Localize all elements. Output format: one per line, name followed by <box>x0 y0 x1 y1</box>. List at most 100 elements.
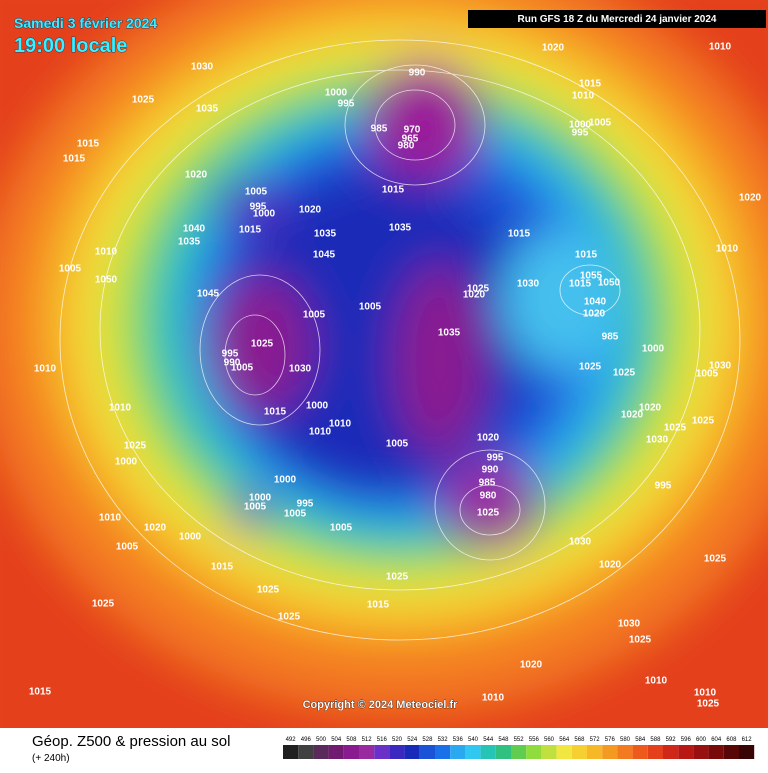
isobar-label: 1020 <box>144 523 167 534</box>
colorbar-swatch <box>389 745 405 759</box>
isobar-label: 1025 <box>278 612 301 623</box>
isobar-label: 1035 <box>389 223 412 234</box>
colorbar-swatch <box>450 745 466 759</box>
isobar-label: 995 <box>487 453 504 464</box>
isobar-label: 1010 <box>95 247 118 258</box>
isobar-label: 1040 <box>584 297 607 308</box>
isobar-label: 1035 <box>178 237 201 248</box>
isobar-label: 1010 <box>645 676 668 687</box>
colorbar-swatch <box>526 745 542 759</box>
isobar-label: 965 <box>402 134 419 145</box>
isobar-label: 1025 <box>579 362 602 373</box>
isobar-label: 980 <box>480 491 497 502</box>
colorbar-swatch <box>328 745 344 759</box>
copyright: Copyright © 2024 Meteociel.fr <box>303 699 459 711</box>
run-box <box>468 10 766 28</box>
isobar-label: 1000 <box>274 475 297 486</box>
isobar-label: 1005 <box>231 363 254 374</box>
isobar-label: 1005 <box>696 369 719 380</box>
colorbar-swatch <box>647 745 663 759</box>
isobar-label: 990 <box>482 465 499 476</box>
isobar-label: 1030 <box>618 619 641 630</box>
isobar-label: 1025 <box>697 699 720 710</box>
time: 19:00 locale <box>14 35 127 57</box>
isobar-label: 1025 <box>132 95 155 106</box>
isobar-label: 995 <box>572 128 589 139</box>
colorbar-swatch <box>404 745 420 759</box>
colorbar-label: 576 <box>605 737 616 743</box>
isobar-label: 1020 <box>299 205 322 216</box>
colorbar-swatch <box>541 745 557 759</box>
colorbar-swatch <box>298 745 314 759</box>
colorbar-label: 572 <box>590 737 601 743</box>
colorbar-swatch <box>663 745 679 759</box>
isobar-label: 1010 <box>109 403 132 414</box>
isobar-label: 1025 <box>613 368 636 379</box>
colorbar-label: 520 <box>392 737 403 743</box>
colorbar-label: 508 <box>346 737 357 743</box>
colorbar-swatch <box>511 745 527 759</box>
isobar-label: 1020 <box>477 433 500 444</box>
isobar-label: 970 <box>404 125 421 136</box>
isobar-label: 1030 <box>289 364 312 375</box>
colorbar-swatch <box>359 745 375 759</box>
colorbar-label: 604 <box>711 737 722 743</box>
colorbar-swatch <box>632 745 648 759</box>
isobar-label: 1010 <box>716 244 739 255</box>
isobar-label: 1010 <box>572 91 595 102</box>
isobar-label: 1005 <box>359 302 382 313</box>
colorbar-swatch <box>602 745 618 759</box>
colorbar-label: 584 <box>635 737 646 743</box>
colorbar-label: 532 <box>438 737 449 743</box>
isobar-label: 1005 <box>116 542 139 553</box>
colorbar-swatch <box>435 745 451 759</box>
isobar-label: 1020 <box>621 410 644 421</box>
isobar-label: 985 <box>602 332 619 343</box>
colorbar-swatch <box>419 745 435 759</box>
isobar-label: 1030 <box>191 62 214 73</box>
isobar-labels: 1030 1025 1035 1020 1010 990 1015 1010 1000 995 10… <box>29 42 762 710</box>
colorbar-label: 496 <box>301 737 312 743</box>
isobar-label: 1005 <box>386 439 409 450</box>
isobar-label: 1000 <box>249 493 272 504</box>
isobar-label: 1025 <box>467 284 490 295</box>
colorbar-label: 564 <box>559 737 570 743</box>
colorbar-label: 500 <box>316 737 327 743</box>
colorbar-swatch <box>571 745 587 759</box>
isobar-label: 1010 <box>709 42 732 53</box>
isobar-label: 1015 <box>211 562 234 573</box>
colorbar-swatch <box>617 745 633 759</box>
colorbar-label: 504 <box>331 737 342 743</box>
colorbar-label: 548 <box>498 737 509 743</box>
isobar-label: 1010 <box>34 364 57 375</box>
isobar-label: 1025 <box>251 339 274 350</box>
isobar-label: 1035 <box>438 328 461 339</box>
colorbar-label: 600 <box>696 737 707 743</box>
isobar-label: 1010 <box>329 419 352 430</box>
isobar-label: 1045 <box>197 289 220 300</box>
isobar-label: 1030 <box>646 435 669 446</box>
colorbar-swatch <box>495 745 511 759</box>
isobar-label: 990 <box>224 358 241 369</box>
isobar-label: 1005 <box>284 509 307 520</box>
isobar-label: 1015 <box>77 139 100 150</box>
colorbar-swatch <box>374 745 390 759</box>
run-info: Run GFS 18 Z du Mercredi 24 janvier 2024 <box>518 14 717 25</box>
isobar-label: 1005 <box>303 310 326 321</box>
isobar-label: 995 <box>222 349 239 360</box>
isobar-label: 1015 <box>29 687 52 698</box>
isobar-label: 1020 <box>185 170 208 181</box>
colorbar-label: 580 <box>620 737 631 743</box>
isobar-label: 1025 <box>257 585 280 596</box>
isobar-label: 985 <box>371 124 388 135</box>
isobar-label: 990 <box>409 68 426 79</box>
colorbar-label: 536 <box>453 737 464 743</box>
colorbar-swatch <box>693 745 709 759</box>
colorbar-swatch <box>708 745 724 759</box>
isobar-label: 1055 <box>580 271 603 282</box>
isobar-label: 1015 <box>367 600 390 611</box>
isobar-label: 1010 <box>309 427 332 438</box>
isobar-label: 1020 <box>639 403 662 414</box>
isobar-label: 1015 <box>239 225 262 236</box>
